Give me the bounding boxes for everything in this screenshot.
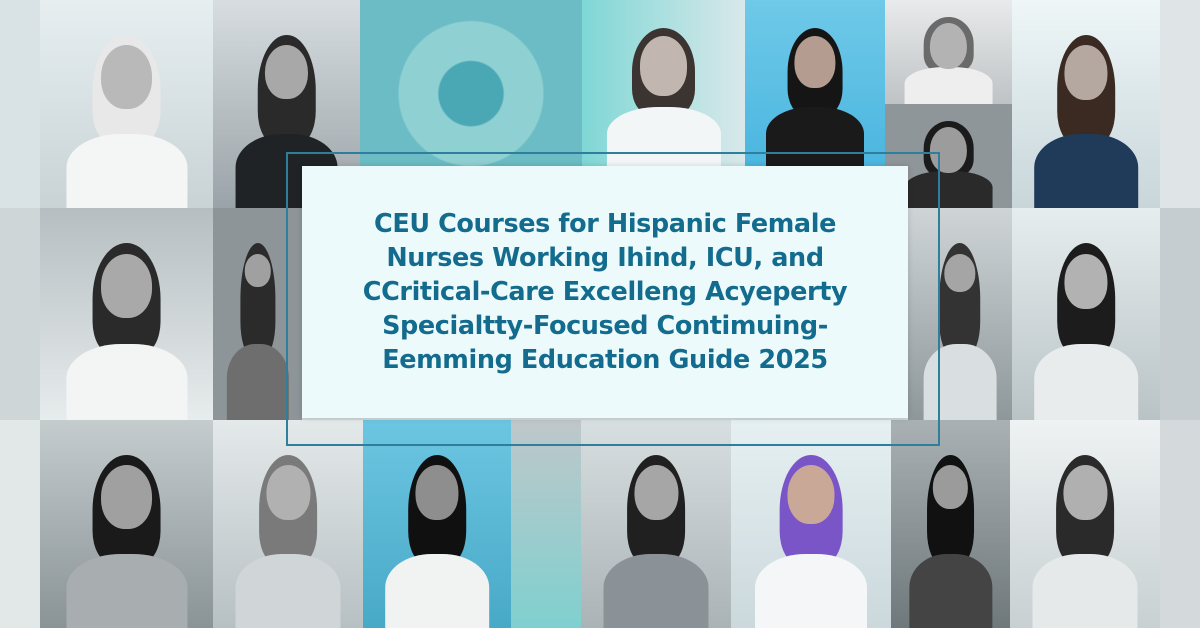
collage-photo-tile <box>0 208 40 420</box>
person-photo <box>1032 451 1138 628</box>
collage-photo-tile <box>581 420 731 628</box>
title-line: Nurses Working Ihind, ICU, and <box>386 243 824 273</box>
collage-photo-tile <box>731 420 891 628</box>
collage-photo-tile <box>885 0 1012 104</box>
title-line: Eemming Education Guide 2025 <box>382 345 828 375</box>
collage-photo-tile <box>363 420 511 628</box>
collage-photo-tile <box>511 420 581 628</box>
collage-photo-tile <box>1160 420 1200 628</box>
person-photo <box>1034 31 1138 208</box>
collage-photo-tile <box>0 0 40 208</box>
collage-photo-tile <box>1160 208 1200 420</box>
person-photo <box>603 451 709 628</box>
title-card: CEU Courses for Hispanic Female Nurses W… <box>302 166 908 418</box>
collage-photo-tile <box>1012 0 1160 208</box>
collage-photo-tile <box>0 420 40 628</box>
person-photo <box>65 451 188 628</box>
collage-photo-tile <box>40 0 213 208</box>
person-photo <box>606 25 721 166</box>
person-photo <box>235 451 341 628</box>
collage-photo-tile <box>1160 0 1200 208</box>
collage-photo-tile <box>1012 208 1160 420</box>
person-photo <box>904 16 993 104</box>
collage-photo-tile <box>745 0 885 166</box>
collage-photo-tile <box>908 208 1012 420</box>
person-photo <box>923 240 997 420</box>
page-title: CEU Courses for Hispanic Female Nurses W… <box>362 207 848 377</box>
person-photo <box>904 120 993 208</box>
person-photo <box>908 451 993 628</box>
collage-photo-tile <box>1010 420 1160 628</box>
person-photo <box>65 31 188 208</box>
collage-photo-tile <box>213 208 302 420</box>
collage-photo-tile <box>213 420 363 628</box>
collage-photo-tile <box>891 420 1010 628</box>
collage-photo-tile <box>40 208 213 420</box>
title-line: Specialtty-Focused Contimuing- <box>382 311 828 341</box>
collage-photo-tile <box>40 420 213 628</box>
person-photo <box>65 240 188 420</box>
person-photo <box>755 451 867 628</box>
person-photo <box>1034 240 1138 420</box>
title-line: CCritical-Care Excelleng Acyeperty <box>362 277 848 307</box>
person-photo <box>766 25 864 166</box>
title-line: CEU Courses for Hispanic Female <box>374 209 836 239</box>
collage-photo-tile <box>582 0 745 166</box>
person-photo <box>226 240 289 420</box>
person-photo <box>385 451 489 628</box>
